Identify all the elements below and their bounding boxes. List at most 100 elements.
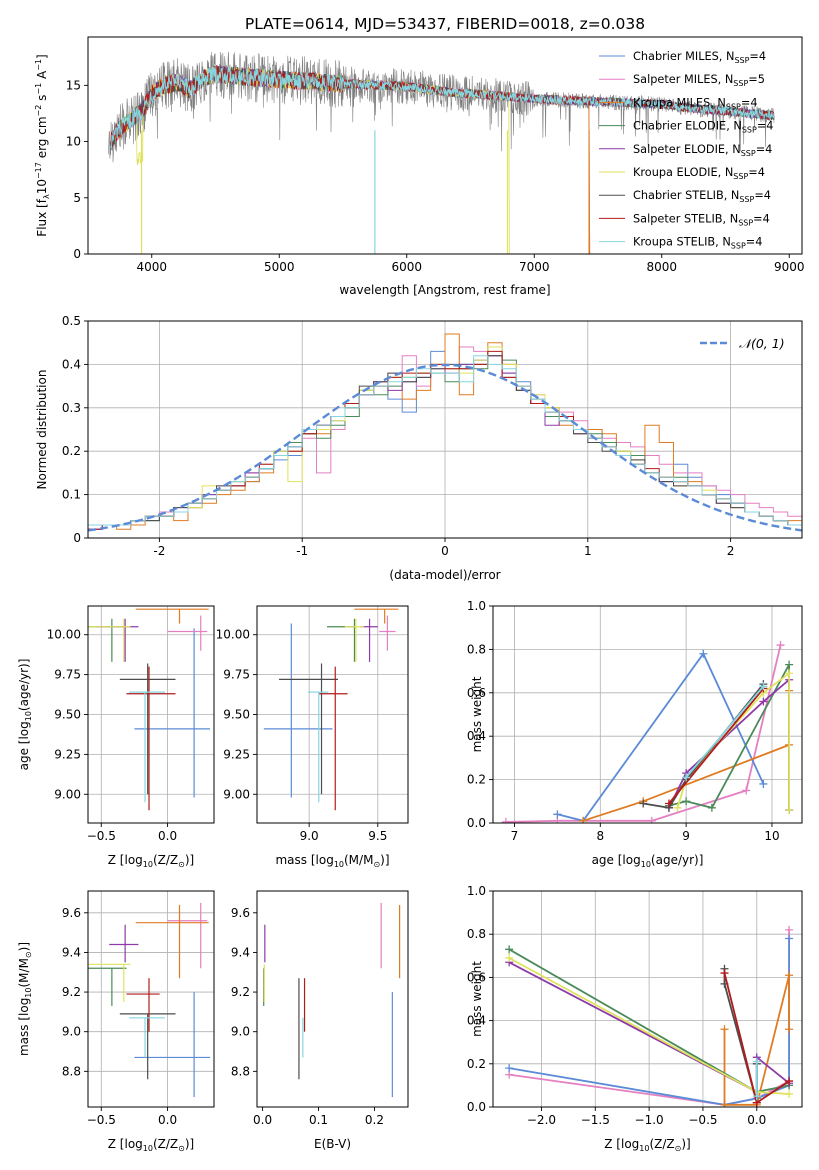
residuals-ytick-label: 0.1 [62, 488, 81, 502]
legend-label: Chabrier ELODIE, NSSP=4 [633, 120, 773, 135]
legend-label: Salpeter MILES, NSSP=5 [633, 73, 765, 88]
errorbar-point [135, 608, 209, 624]
legend-label-part: SSP [733, 172, 748, 181]
legend-label-part: SSP [726, 102, 741, 111]
errorbar-point [88, 618, 131, 662]
mass-weight-vs-Z-ytick-label: 0.6 [467, 970, 486, 984]
mass-weight-vs-Z-ytick-label: 0.2 [467, 1057, 486, 1071]
age-vs-mass-ytick-label: 9.50 [223, 708, 250, 722]
mass-vs-EBV-plot-area [263, 902, 401, 1098]
age-vs-Z-ytick-label: 9.75 [54, 668, 81, 682]
legend-label-part: =5 [748, 73, 765, 86]
spectrum-ylabel-part: s [35, 95, 49, 105]
mass-weight-vs-Z-ytick-label: 1.0 [467, 884, 486, 898]
mass-weight-marker [501, 817, 510, 823]
mass-weight-marker [776, 641, 785, 650]
mass-weight-vs-Z-panel: −2.0 −1.5 −1.0 −0.5 0.0 0.0 0.2 0.4 0.6 0.8 1.0 Z [… [467, 884, 803, 1153]
legend-label-part: SSP [733, 79, 748, 88]
mass-weight-marker [785, 925, 794, 934]
spectrum-ylabel-part: 10 [35, 179, 49, 194]
mass-weight-marker [682, 773, 691, 782]
mass-vs-EBV-xtick-label: 0.2 [365, 1113, 384, 1127]
mass-weight-vs-age-xtick-label: 8 [596, 829, 604, 843]
spectrum-ytick-label: 5 [73, 191, 81, 205]
spectrum-xlabel: wavelength [Angstrom, rest frame] [339, 283, 550, 297]
age-vs-Z-xlabel-part: ⊙ [178, 860, 185, 869]
age-vs-Z-ytick-label: 9.50 [54, 708, 81, 722]
mass-weight-marker [759, 682, 768, 691]
mass-vs-Z-ytick-label: 9.4 [62, 945, 81, 959]
age-vs-mass-ytick-label: 9.00 [223, 787, 250, 801]
mass-weight-marker [720, 1100, 729, 1107]
legend-label-part: Chabrier ELODIE, N [633, 120, 742, 133]
mass-weight-vs-age-xlabel-part: 10 [641, 860, 651, 869]
mass-weight-vs-Z-plot-area [505, 925, 794, 1107]
legend-label: Kroupa MILES, NSSP=4 [633, 96, 758, 111]
mass-weight-vs-age-ytick-label: 0.4 [467, 729, 486, 743]
mass-vs-Z-ytick-label: 9.2 [62, 985, 81, 999]
age-vs-mass-xtick-label: 9.5 [368, 829, 387, 843]
mass-vs-EBV-frame [256, 890, 409, 1108]
errorbar-point [278, 663, 338, 795]
legend-label-part: =4 [757, 120, 774, 133]
residuals-xtick-label: -2 [153, 544, 165, 558]
errorbar-point [167, 902, 208, 969]
mass-vs-Z-ylabel-part: (M/M [17, 958, 31, 987]
mass-vs-EBV-xlabel: E(B-V) [314, 1137, 351, 1151]
legend-label-part: SSP [731, 242, 746, 251]
mass-vs-EBV-ytick-label: 9.6 [231, 906, 250, 920]
residuals-ytick-label: 0.5 [62, 314, 81, 328]
spectrum-ylabel-part: −1 [34, 59, 43, 71]
errorbar-point [307, 691, 329, 803]
mass-vs-Z-xlabel: Z [log10(Z/Z⊙)] [108, 1137, 194, 1153]
legend-label: Chabrier STELIB, NSSP=4 [633, 189, 771, 204]
spectrum-xtick-label: 8000 [646, 260, 677, 274]
legend-label-part: SSP [739, 195, 754, 204]
spectrum-plot-area [108, 51, 775, 254]
errorbar-point [134, 628, 211, 798]
legend-label: Salpeter STELIB, NSSP=4 [633, 212, 770, 227]
mass-vs-EBV-ytick-label: 8.8 [231, 1064, 250, 1078]
legend-label-part: SSP [738, 218, 753, 227]
age-vs-mass-xlabel-part: mass [log [275, 853, 333, 867]
spectrum-ytick-label: 15 [66, 78, 81, 92]
age-vs-Z-xlabel: Z [log10(Z/Z⊙)] [108, 853, 194, 869]
spectrum-frame [87, 36, 803, 255]
mass-weight-vs-age-xlabel-part: (age/yr)] [651, 853, 703, 867]
spectrum-ylabel-part: −17 [34, 162, 43, 179]
mass-vs-Z-ylabel: mass [log10(M/M⊙)] [17, 942, 33, 1056]
errorbar-point [126, 978, 160, 1032]
spectrum-ylabel-part: −1 [34, 83, 43, 95]
mass-weight-marker [639, 799, 648, 808]
age-vs-Z-ytick-label: 9.00 [54, 787, 81, 801]
age-vs-Z-xlabel-part: )] [185, 853, 194, 867]
mass-weight-marker [785, 1077, 794, 1086]
errorbar-point [379, 615, 396, 651]
mass-weight-vs-Z-xlabel-part: 10 [639, 1144, 649, 1153]
age-vs-Z-ylabel-part: (age/yr)] [17, 659, 31, 711]
age-vs-Z-ytick-label: 9.25 [54, 747, 81, 761]
spectrum-xtick-label: 5000 [264, 260, 295, 274]
residuals-xtick-label: 0 [441, 544, 449, 558]
residuals-ytick-label: 0 [73, 531, 81, 545]
residuals-xtick-label: 1 [584, 544, 592, 558]
legend-label-part: Chabrier STELIB, N [633, 189, 739, 202]
legend-label-part: =4 [741, 96, 758, 109]
mass-weight-vs-Z-xlabel-part: Z [log [604, 1137, 639, 1151]
age-vs-Z-ylabel: age [log10(age/yr)] [17, 659, 33, 771]
residuals-plot-area [88, 333, 802, 538]
mass-weight-vs-age-xtick-label: 9 [682, 829, 690, 843]
legend-label: 𝒩(0, 1) [739, 336, 785, 351]
residuals-panel: -2 -1 0 1 2 0 0.1 0.2 0.3 0.4 0.5 𝒩(0, 1) (data-mode… [35, 314, 803, 582]
mass-weight-vs-age-plot-area [501, 641, 794, 823]
histogram-step [88, 355, 802, 538]
mass-vs-Z-xlabel-part: ⊙ [178, 1144, 185, 1153]
mass-weight-vs-age-ytick-label: 0.8 [467, 642, 486, 656]
mass-vs-Z-ytick-label: 9.0 [62, 1025, 81, 1039]
residuals-xtick-label: 2 [727, 544, 735, 558]
mass-weight-vs-Z-frame [492, 890, 803, 1108]
mass-vs-EBV-ytick-label: 9.4 [231, 945, 250, 959]
mass-vs-Z-xlabel-part: Z [log [108, 1137, 143, 1151]
